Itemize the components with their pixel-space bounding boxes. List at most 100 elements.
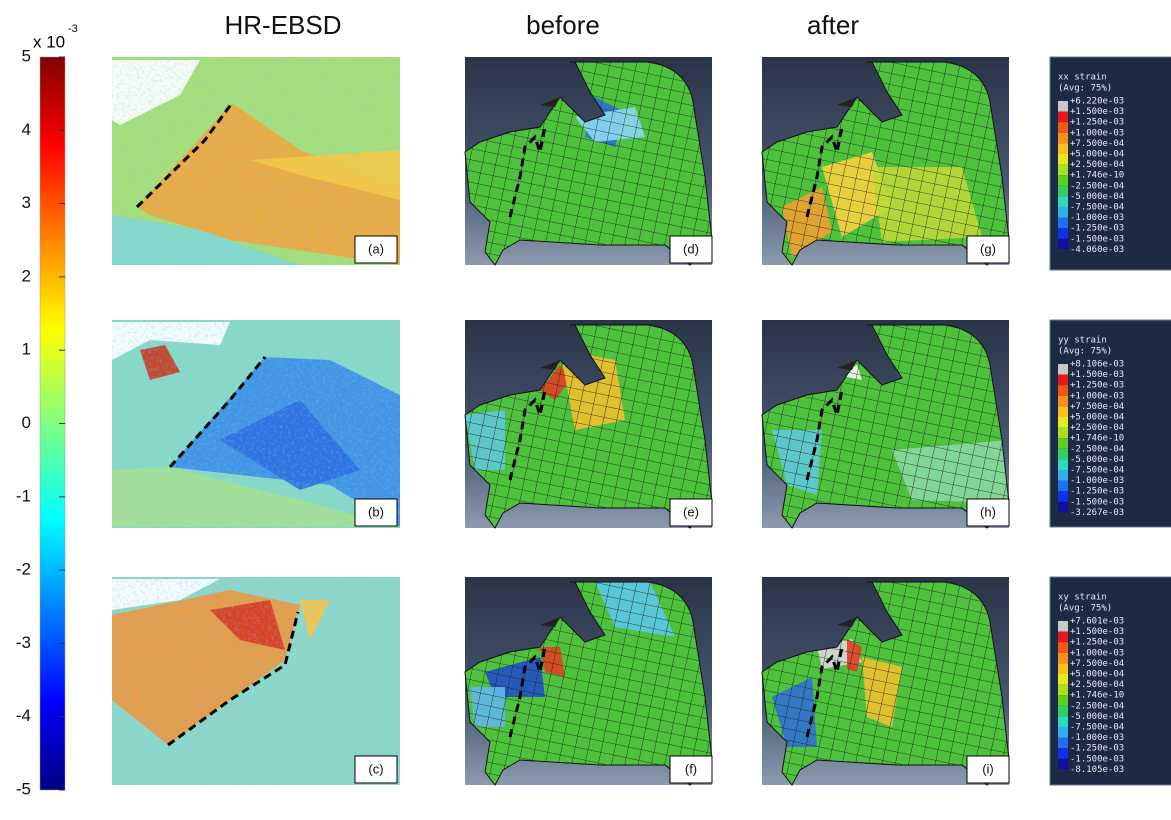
legend-level: -1.500e-03 — [1070, 497, 1124, 507]
panel-label: (a) — [368, 241, 384, 256]
legend-level: +5.000e-04 — [1070, 413, 1124, 423]
legend-swatch — [1058, 143, 1068, 154]
ebsd-map — [112, 320, 400, 528]
column-header: after — [807, 10, 859, 40]
legend-swatch — [1058, 470, 1068, 481]
legend-level: +2.500e-04 — [1070, 160, 1124, 170]
legend-level: -7.500e-04 — [1070, 723, 1124, 733]
fe-panel — [465, 577, 712, 785]
legend-swatch — [1058, 438, 1068, 449]
legend-level: +8.106e-03 — [1070, 360, 1124, 370]
legend-swatch — [1058, 716, 1068, 727]
legend-level: -1.500e-03 — [1070, 754, 1124, 764]
legend-level: -1.250e-03 — [1070, 487, 1124, 497]
legend-level: +1.250e-03 — [1070, 118, 1124, 128]
map-noise — [112, 57, 400, 265]
panel-label: (e) — [683, 504, 699, 519]
fe-panel — [465, 320, 712, 528]
tick-label: 2 — [22, 266, 31, 285]
legend-swatch — [1058, 196, 1068, 207]
legend-level: -1.000e-03 — [1070, 733, 1124, 743]
legend-swatch — [1058, 748, 1068, 759]
panel-label: (f) — [685, 761, 697, 776]
legend-swatch — [1058, 449, 1068, 460]
legend-level: +1.000e-03 — [1070, 391, 1124, 401]
legend-title: xy strain — [1058, 593, 1107, 603]
legend-level: -8.105e-03 — [1070, 765, 1124, 775]
fe-panel — [465, 57, 712, 265]
legend-swatch — [1058, 207, 1068, 218]
legend-swatch — [1058, 133, 1068, 144]
fe-panel — [762, 320, 1009, 528]
legend-level: -5.000e-04 — [1070, 712, 1124, 722]
legend-swatch — [1058, 186, 1068, 197]
legend-level: +1.000e-03 — [1070, 128, 1124, 138]
legend-level: -4.060e-03 — [1070, 245, 1124, 255]
legend-swatch — [1058, 459, 1068, 470]
legend-swatch — [1058, 122, 1068, 133]
ebsd-map — [112, 57, 400, 265]
legend-level: -1.500e-03 — [1070, 234, 1124, 244]
legend-level: +7.601e-03 — [1070, 617, 1124, 627]
legend-swatch — [1058, 491, 1068, 502]
tick-label: 1 — [22, 340, 31, 359]
legend-level: -1.250e-03 — [1070, 224, 1124, 234]
legend-swatch — [1058, 706, 1068, 717]
legend-level: +1.500e-03 — [1070, 370, 1124, 380]
legend-swatch — [1058, 481, 1068, 492]
panel-label: (b) — [368, 504, 384, 519]
tick-label: -1 — [16, 486, 31, 505]
legend-swatch — [1058, 727, 1068, 738]
legend-level: -2.500e-04 — [1070, 701, 1124, 711]
figure: HR-EBSD before after x 10 -3 543210-1-2-… — [0, 0, 1171, 820]
legend-level: +2.500e-04 — [1070, 423, 1124, 433]
legend-level: +1.250e-03 — [1070, 381, 1124, 391]
legend-level: +1.500e-03 — [1070, 107, 1124, 117]
column-header: before — [526, 10, 600, 40]
panel-label: (h) — [980, 504, 996, 519]
legend-level: -2.500e-04 — [1070, 444, 1124, 454]
legend-level: -2.500e-04 — [1070, 181, 1124, 191]
legend-swatch — [1058, 632, 1068, 643]
legend-level: +7.500e-04 — [1070, 659, 1124, 669]
legend-swatch — [1058, 653, 1068, 664]
panel-label: (d) — [683, 241, 699, 256]
fe-panel — [762, 577, 1009, 785]
tick-label: -5 — [16, 779, 31, 798]
legend-level: +1.250e-03 — [1070, 638, 1124, 648]
legend-swatch — [1058, 663, 1068, 674]
legend-level: +2.500e-04 — [1070, 680, 1124, 690]
legend-level: +7.500e-04 — [1070, 139, 1124, 149]
legend-level: +1.000e-03 — [1070, 648, 1124, 658]
legend-swatch — [1058, 642, 1068, 653]
legend-title: yy strain — [1058, 336, 1107, 346]
legend-swatch — [1058, 175, 1068, 186]
tick-label: -3 — [16, 633, 31, 652]
legend-swatch — [1058, 674, 1068, 685]
tick-label: 4 — [22, 120, 31, 139]
map-noise — [112, 320, 400, 528]
tick-label: 3 — [22, 193, 31, 212]
legend-swatch — [1058, 406, 1068, 417]
legend-level: -5.000e-04 — [1070, 455, 1124, 465]
colorbar-exponent: -3 — [68, 23, 78, 35]
legend-level: +7.500e-04 — [1070, 402, 1124, 412]
legend-level: +1.746e-10 — [1070, 171, 1124, 181]
legend-swatch — [1058, 417, 1068, 428]
legend-level: -3.267e-03 — [1070, 508, 1124, 518]
legend-swatch — [1058, 396, 1068, 407]
legend-swatch — [1058, 685, 1068, 696]
legend-swatch — [1058, 502, 1068, 513]
legend-level: -7.500e-04 — [1070, 466, 1124, 476]
legend-level: +5.000e-04 — [1070, 150, 1124, 160]
legend-swatch — [1058, 218, 1068, 229]
legend-swatch — [1058, 101, 1068, 112]
legend-title: xx strain — [1058, 73, 1107, 83]
legend-level: -1.250e-03 — [1070, 744, 1124, 754]
fe-panel — [762, 57, 1009, 265]
legend-swatch — [1058, 375, 1068, 386]
column-header: HR-EBSD — [224, 10, 341, 40]
legend-level: -7.500e-04 — [1070, 203, 1124, 213]
legend-swatch — [1058, 154, 1068, 165]
legend-swatch — [1058, 385, 1068, 396]
